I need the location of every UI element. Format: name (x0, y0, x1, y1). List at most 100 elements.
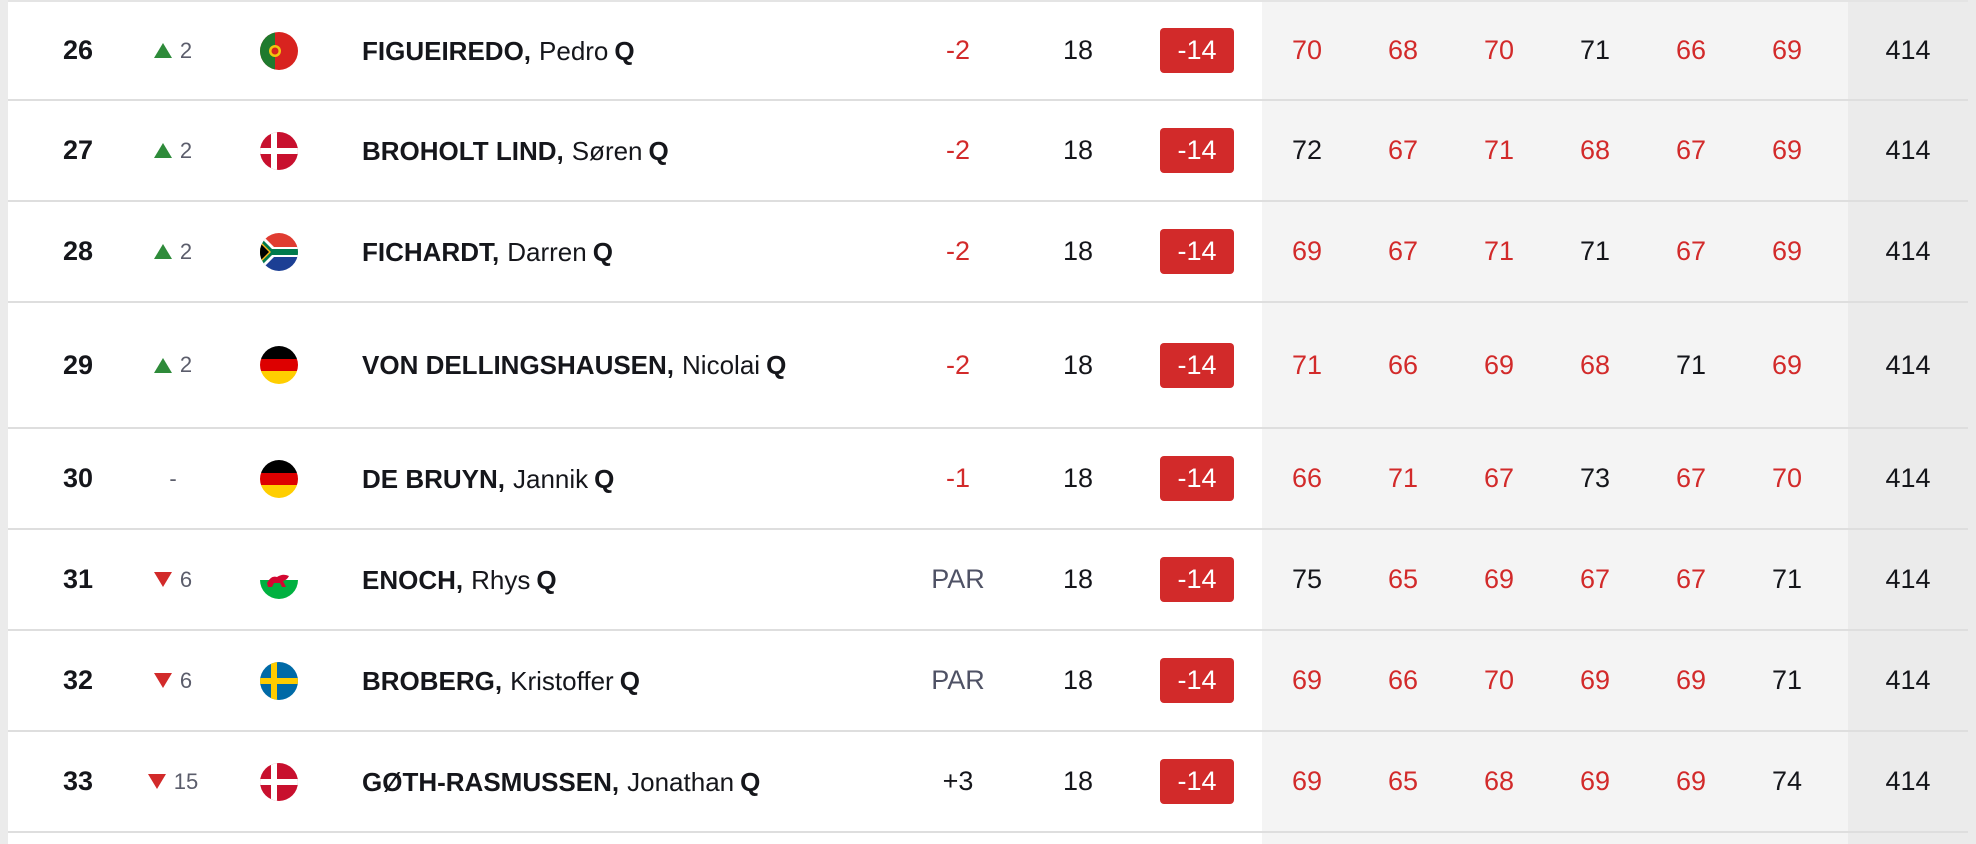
player-name-link[interactable]: VON DELLINGSHAUSEN, Nicolai Q (362, 303, 832, 427)
round-1-score: 72 (1291, 135, 1323, 165)
aggregate-column-background (1848, 0, 1968, 844)
round-3-score: 71 (1483, 135, 1515, 165)
position-up-icon (153, 143, 172, 158)
player-surname: FIGUEIREDO, (362, 35, 532, 66)
table-row[interactable]: 32 6 BROBERG, Kristoffer Q PAR 18 -14 69 66 70 69 69… (8, 631, 1968, 732)
player-first-name: Darren (507, 236, 587, 267)
player-name-link[interactable]: BROHOLT LIND, Søren Q (362, 101, 832, 200)
player-surname: ENOCH, (362, 564, 464, 595)
round-5-score: 67 (1675, 463, 1707, 493)
today-score: -2 (945, 135, 970, 165)
round-4-score: 69 (1579, 665, 1611, 695)
position-movement: 2 (138, 101, 208, 200)
position-up-icon (153, 244, 172, 259)
germany-flag-icon (256, 429, 302, 528)
round-5-score: 67 (1675, 236, 1707, 266)
total-to-par: -14 (1158, 631, 1236, 730)
total-score-badge: -14 (1160, 229, 1234, 274)
player-name-link[interactable]: DE BRUYN, Jannik Q (362, 429, 832, 528)
holes-thru: 18 (1062, 564, 1094, 594)
round-6-score: 74 (1771, 766, 1803, 796)
total-to-par: -14 (1158, 530, 1236, 629)
player-name-link[interactable]: BROBERG, Kristoffer Q (362, 631, 832, 730)
player-name-link[interactable]: ENOCH, Rhys Q (362, 530, 832, 629)
table-row[interactable]: 31 6 ENOCH, Rhys Q PAR 18 -14 75 65 69 67 67 71 414 (8, 530, 1968, 631)
position-change: 2 (179, 137, 193, 163)
round-5-score: 69 (1675, 766, 1707, 796)
round-6-score: 70 (1771, 463, 1803, 493)
holes-thru: 18 (1062, 463, 1094, 493)
denmark-flag-icon (256, 732, 302, 831)
portugal-flag-icon (256, 2, 302, 99)
position-change: 6 (179, 566, 193, 592)
holes-thru: 18 (1062, 766, 1094, 796)
qualifier-badge: Q (592, 236, 613, 267)
round-1-score: 71 (1291, 349, 1323, 380)
round-1-score: 69 (1291, 236, 1323, 266)
position-up-icon (153, 43, 172, 58)
player-surname: GØTH-RASMUSSEN, (362, 766, 620, 797)
round-6-score: 71 (1771, 564, 1803, 594)
player-surname: DE BRUYN, (362, 463, 506, 494)
holes-thru: 18 (1062, 35, 1094, 65)
round-6-score: 69 (1771, 135, 1803, 165)
today-score: PAR (931, 564, 985, 594)
table-row[interactable]: 30 - DE BRUYN, Jannik Q -1 18 -14 66 71 67 73 67 70 41… (8, 429, 1968, 530)
today-score: -2 (945, 349, 970, 380)
round-4-score: 73 (1579, 463, 1611, 493)
position-movement: 2 (138, 2, 208, 99)
qualifier-badge: Q (766, 350, 787, 380)
player-name-link[interactable]: GØTH-RASMUSSEN, Jonathan Q (362, 732, 832, 831)
aggregate-total: 414 (1885, 665, 1931, 695)
position-movement: 15 (138, 732, 208, 831)
total-to-par: -14 (1158, 732, 1236, 831)
round-2-score: 68 (1387, 35, 1419, 65)
player-first-name: Kristoffer (510, 665, 614, 696)
total-score-badge: -14 (1160, 658, 1234, 703)
round-3-score: 67 (1483, 463, 1515, 493)
holes-thru: 18 (1062, 236, 1094, 266)
total-to-par: -14 (1158, 101, 1236, 200)
position: 31 (62, 564, 94, 594)
total-score-badge: -14 (1160, 759, 1234, 804)
qualifier-badge: Q (594, 463, 615, 494)
round-5-score: 67 (1675, 564, 1707, 594)
round-5-score: 69 (1675, 665, 1707, 695)
total-to-par: -14 (1158, 429, 1236, 528)
round-1-score: 70 (1291, 35, 1323, 65)
round-1-score: 75 (1291, 564, 1323, 594)
round-3-score: 71 (1483, 236, 1515, 266)
round-2-score: 66 (1387, 349, 1419, 380)
position-change: - (169, 465, 177, 491)
position-change: 2 (179, 37, 193, 63)
aggregate-total: 414 (1885, 35, 1931, 65)
aggregate-total: 414 (1885, 766, 1931, 796)
position-change: 6 (179, 667, 193, 693)
round-3-score: 69 (1483, 564, 1515, 594)
today-score: -2 (945, 35, 970, 65)
table-row[interactable]: 33 15 GØTH-RASMUSSEN, Jonathan Q +3 18 -14 69 65 6… (8, 732, 1968, 833)
position-movement: 2 (138, 303, 208, 427)
holes-thru: 18 (1062, 135, 1094, 165)
wales-flag-icon (256, 530, 302, 629)
table-row[interactable]: 29 2 VON DELLINGSHAUSEN, Nicolai Q -2 18 -14 71 6… (8, 303, 1968, 429)
position-movement: - (138, 429, 208, 528)
round-5-score: 71 (1675, 349, 1707, 380)
table-row[interactable]: 27 2 BROHOLT LIND, Søren Q -2 18 -14 72 67 71 68 67 6… (8, 101, 1968, 202)
round-4-score: 68 (1579, 349, 1611, 380)
table-row[interactable]: 28 2 FICHARDT, Darren Q -2 18 -14 69 67 71 71 67 69 41… (8, 202, 1968, 303)
total-score-badge: -14 (1160, 28, 1234, 73)
denmark-flag-icon (256, 101, 302, 200)
table-row[interactable]: 26 2 FIGUEIREDO, Pedro Q -2 18 -14 70 68 70 71 66 69 4… (8, 0, 1968, 101)
round-4-score: 69 (1579, 766, 1611, 796)
round-6-score: 69 (1771, 35, 1803, 65)
player-surname: BROHOLT LIND, (362, 135, 564, 166)
player-name-link[interactable]: FICHARDT, Darren Q (362, 202, 832, 301)
rounds-column-background (1262, 0, 1848, 844)
holes-thru: 18 (1062, 349, 1094, 380)
round-2-score: 67 (1387, 236, 1419, 266)
leaderboard: 26 2 FIGUEIREDO, Pedro Q -2 18 -14 70 68 70 71 66 69 4… (8, 0, 1968, 844)
position: 33 (62, 766, 94, 796)
round-6-score: 69 (1771, 349, 1803, 380)
player-name-link[interactable]: FIGUEIREDO, Pedro Q (362, 2, 832, 99)
